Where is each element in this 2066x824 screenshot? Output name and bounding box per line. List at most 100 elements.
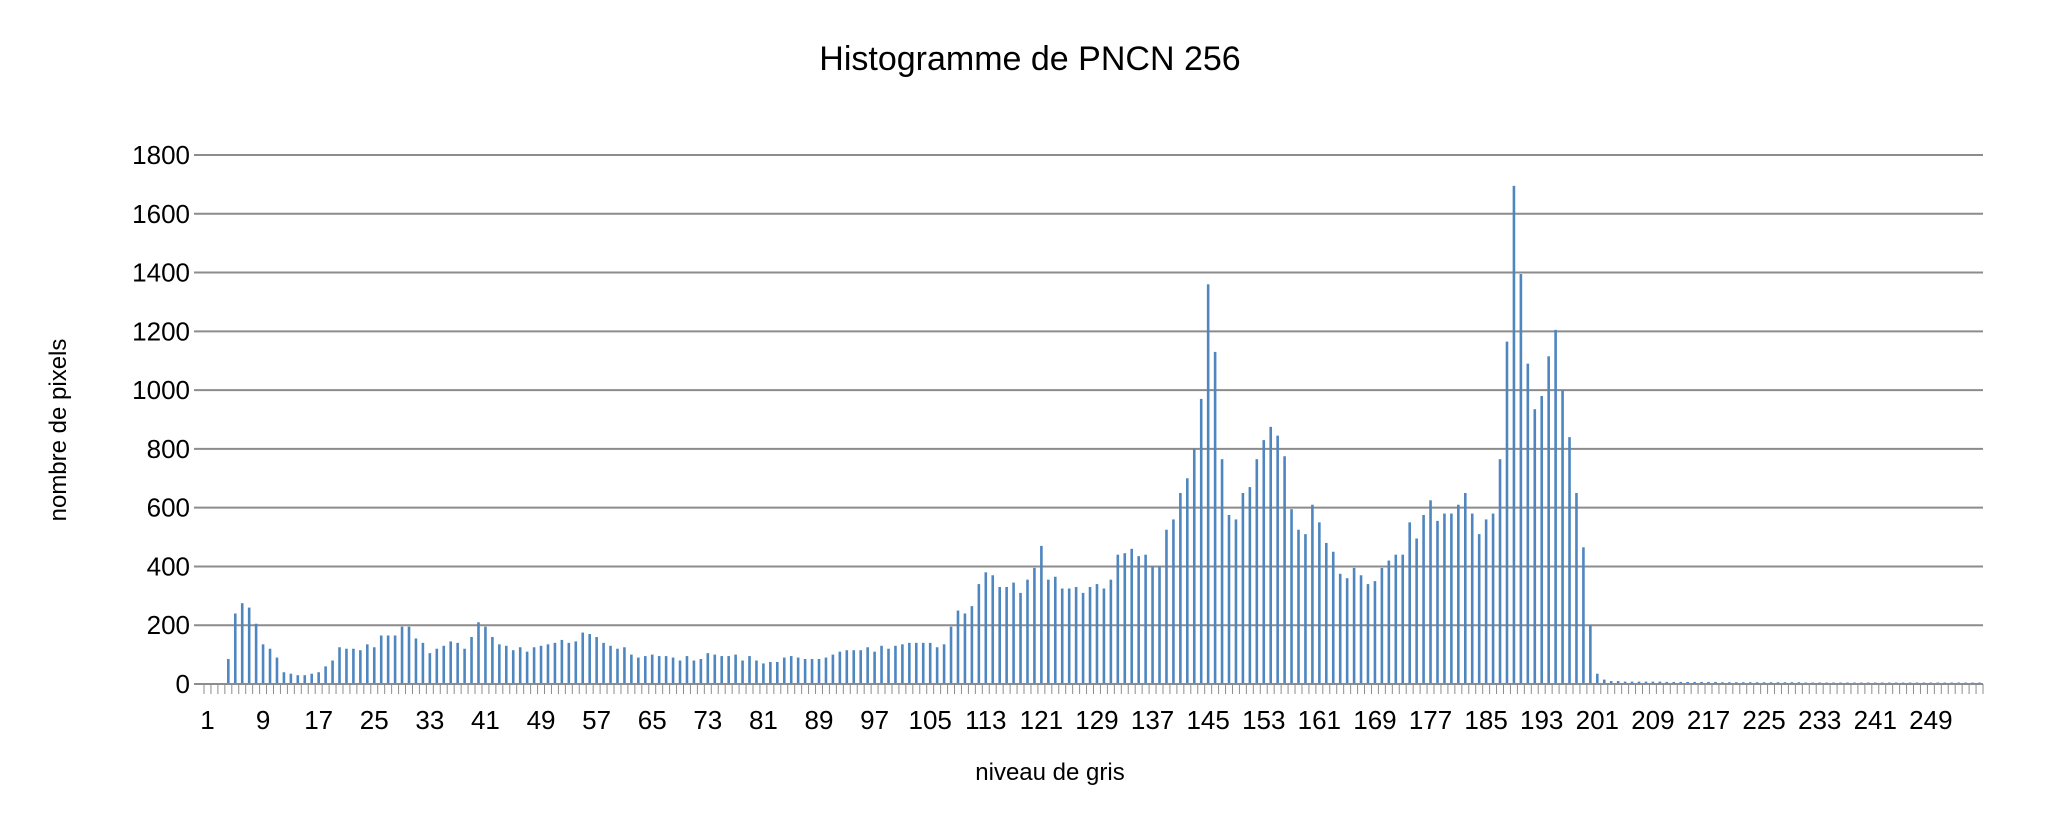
bar: [275, 657, 279, 684]
bar: [1318, 522, 1321, 684]
bar: [769, 661, 772, 684]
bar: [1304, 534, 1307, 684]
y-tick-label: 1200: [132, 316, 190, 346]
y-tick-label: 600: [147, 493, 190, 523]
bar: [1359, 575, 1363, 684]
bar: [1443, 513, 1446, 684]
bar: [1596, 673, 1599, 684]
bar: [866, 647, 869, 684]
bar: [1491, 513, 1495, 684]
chart-title: Histogramme de PNCN 256: [819, 40, 1240, 78]
bar: [630, 654, 633, 684]
bar: [421, 642, 425, 684]
bar: [1338, 573, 1342, 684]
bar: [817, 659, 821, 684]
x-tick-label: 177: [1409, 705, 1452, 735]
bar: [921, 642, 925, 684]
bar: [525, 651, 529, 684]
bar: [1415, 538, 1418, 684]
bar: [692, 660, 696, 684]
x-tick-label: 25: [360, 705, 389, 735]
bar: [887, 648, 890, 684]
bar: [567, 642, 571, 684]
x-tick-label: 241: [1854, 705, 1897, 735]
bar: [1088, 587, 1092, 684]
bar: [1582, 547, 1585, 684]
bar: [984, 572, 988, 684]
bar: [762, 663, 765, 684]
bar: [1568, 437, 1571, 684]
bar: [1457, 504, 1460, 684]
bar: [970, 606, 974, 684]
bar: [1144, 554, 1147, 684]
bar: [991, 575, 995, 684]
bar: [1186, 478, 1189, 684]
bar: [588, 634, 591, 684]
bar: [782, 657, 786, 684]
x-tick-label: 9: [256, 705, 270, 735]
x-tick-label: 57: [582, 705, 611, 735]
bar: [664, 656, 668, 684]
bar: [1234, 519, 1238, 684]
bar: [254, 623, 258, 684]
bar: [1325, 542, 1328, 684]
x-tick-label: 145: [1186, 705, 1229, 735]
y-tick-label: 0: [176, 669, 190, 699]
bar: [233, 613, 237, 684]
bar: [650, 654, 654, 684]
bar: [734, 654, 737, 684]
bar: [345, 648, 348, 684]
y-tick-label: 400: [147, 551, 190, 581]
bar: [498, 644, 501, 684]
bar: [956, 610, 960, 684]
bar: [1547, 356, 1550, 684]
bar: [1151, 566, 1154, 684]
bar: [539, 645, 543, 684]
bar: [1276, 435, 1279, 684]
bar: [1102, 588, 1106, 684]
bar: [810, 659, 814, 684]
bar: [908, 642, 911, 684]
bar: [1311, 504, 1314, 684]
bar: [616, 648, 619, 684]
x-tick-label: 153: [1242, 705, 1285, 735]
x-tick-label: 209: [1631, 705, 1674, 735]
bar: [824, 657, 828, 684]
bar: [296, 675, 300, 684]
bar: [1714, 681, 1717, 684]
bar: [400, 626, 404, 684]
bar: [1609, 681, 1613, 684]
bar: [372, 647, 376, 684]
bar: [1554, 329, 1557, 684]
x-tick-label: 217: [1687, 705, 1730, 735]
x-tick-label: 65: [638, 705, 667, 735]
bar: [310, 673, 314, 684]
bar: [1616, 681, 1620, 684]
bar: [1575, 492, 1578, 684]
x-tick-label: 249: [1909, 705, 1952, 735]
bar: [803, 659, 807, 684]
bar: [748, 656, 751, 684]
x-tick-label: 49: [527, 705, 556, 735]
bar: [1262, 440, 1266, 684]
bar: [685, 656, 689, 684]
y-tick-label: 1600: [132, 199, 190, 229]
bar: [1331, 551, 1335, 684]
bar: [1019, 592, 1022, 684]
bar: [518, 647, 522, 684]
bar: [1192, 448, 1196, 684]
y-axis-label: nombre de pixels: [45, 339, 72, 522]
bar: [637, 657, 640, 684]
bar: [935, 647, 939, 684]
bar: [407, 626, 411, 684]
x-tick-label: 121: [1020, 705, 1063, 735]
x-tick-label: 137: [1131, 705, 1174, 735]
bar: [1394, 554, 1398, 684]
bar: [713, 654, 717, 684]
bar: [1380, 567, 1384, 684]
bar: [477, 622, 480, 684]
bar: [727, 656, 730, 684]
bar: [1297, 529, 1300, 684]
x-tick-label: 81: [749, 705, 778, 735]
